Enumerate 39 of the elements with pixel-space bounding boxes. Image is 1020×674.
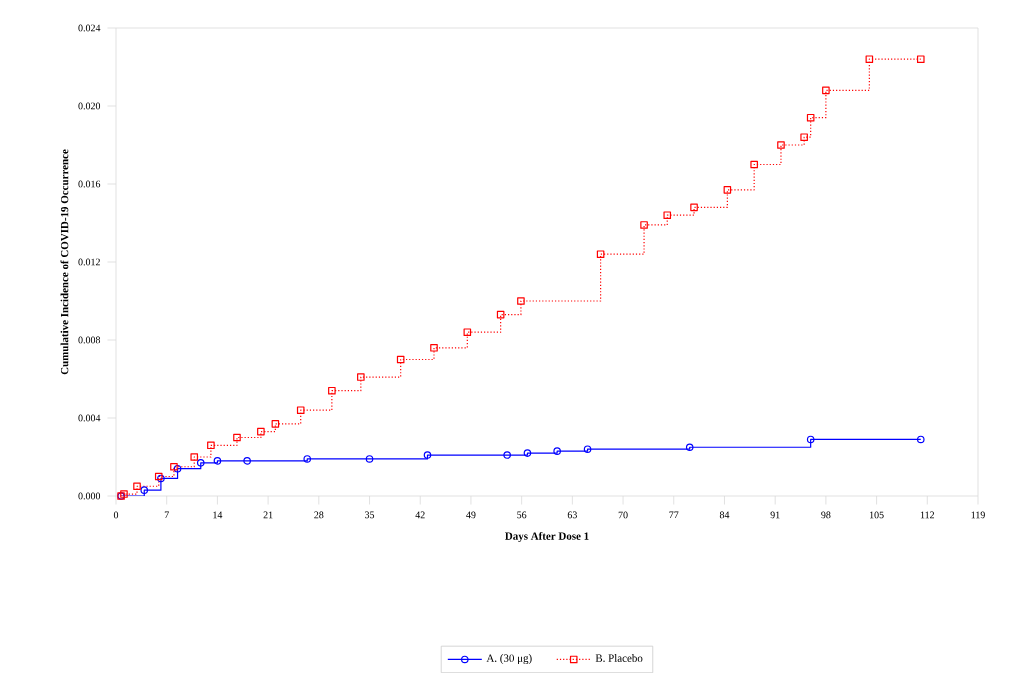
point (583, 445, 592, 454)
point (800, 133, 808, 142)
point (140, 486, 149, 495)
point (213, 457, 222, 466)
point (806, 436, 815, 444)
point (423, 451, 432, 460)
point (233, 434, 241, 442)
point (640, 221, 648, 230)
point (865, 55, 874, 64)
point (523, 449, 532, 458)
point (916, 55, 925, 64)
point (133, 482, 141, 491)
point (685, 443, 694, 452)
point (207, 441, 215, 450)
point (806, 114, 815, 122)
point (303, 455, 312, 464)
point (396, 356, 405, 364)
point (553, 447, 561, 456)
point (517, 297, 525, 306)
point (750, 161, 758, 169)
point (271, 420, 280, 429)
point (690, 204, 698, 212)
point (365, 455, 374, 464)
point (196, 459, 205, 468)
point (430, 344, 438, 353)
point (822, 87, 830, 95)
point (257, 428, 265, 436)
point (243, 457, 251, 466)
point (777, 141, 785, 150)
point (596, 250, 605, 259)
point (328, 387, 336, 395)
point (296, 406, 305, 415)
point (503, 451, 511, 460)
point (463, 328, 472, 337)
point (663, 211, 672, 220)
point (357, 373, 365, 382)
point (496, 311, 505, 319)
point (190, 453, 199, 462)
point (723, 186, 732, 195)
